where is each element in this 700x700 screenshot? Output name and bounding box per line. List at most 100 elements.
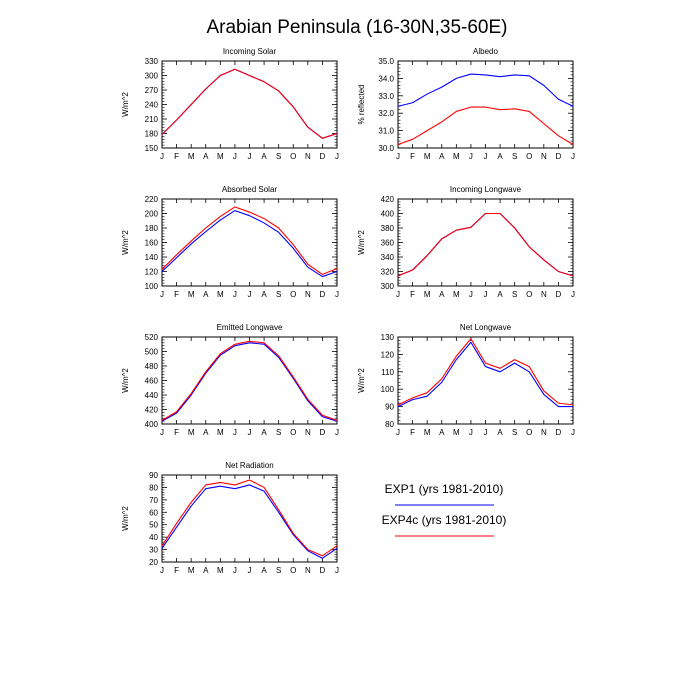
x-tick-label: N <box>541 152 547 161</box>
x-tick-label: J <box>160 152 164 161</box>
series-line-exp4c <box>161 340 338 421</box>
y-tick-label: 180 <box>145 224 159 233</box>
x-tick-label: J <box>335 428 339 437</box>
y-tick-label: 80 <box>149 483 158 492</box>
y-tick-label: 380 <box>381 224 395 233</box>
y-tick-label: 33.0 <box>378 92 394 101</box>
panel-title: Incoming Solar <box>223 47 277 56</box>
x-tick-label: S <box>276 290 281 299</box>
legend-label-exp4c: EXP4c (yrs 1981-2010) <box>382 513 507 527</box>
x-tick-label: N <box>305 152 311 161</box>
x-tick-label: S <box>276 428 281 437</box>
x-tick-label: J <box>484 290 488 299</box>
y-tick-label: 270 <box>145 86 159 95</box>
x-tick-label: O <box>290 290 296 299</box>
y-tick-label: 160 <box>145 239 159 248</box>
x-tick-label: J <box>233 152 237 161</box>
x-tick-label: J <box>396 428 400 437</box>
x-tick-label: N <box>541 428 547 437</box>
y-tick-label: 520 <box>145 333 159 342</box>
y-tick-label: 34.0 <box>378 74 394 83</box>
y-tick-label: 440 <box>145 391 159 400</box>
y-tick-label: 35.0 <box>378 57 394 66</box>
x-tick-label: A <box>203 428 209 437</box>
series-line-exp4c <box>161 479 338 557</box>
y-tick-label: 150 <box>145 144 159 153</box>
y-axis-label: W/m^2 <box>357 230 366 255</box>
x-tick-label: S <box>512 428 517 437</box>
y-tick-label: 30.0 <box>378 144 394 153</box>
y-tick-label: 90 <box>149 471 158 480</box>
x-tick-label: J <box>233 566 237 575</box>
x-tick-label: J <box>571 428 575 437</box>
x-tick-label: M <box>217 566 224 575</box>
x-tick-label: F <box>410 428 415 437</box>
y-tick-label: 100 <box>381 385 395 394</box>
x-tick-label: A <box>497 428 503 437</box>
panel-title: Net Radiation <box>225 461 273 470</box>
x-tick-label: M <box>453 152 460 161</box>
x-tick-label: D <box>556 152 562 161</box>
y-tick-label: 40 <box>149 533 158 542</box>
x-tick-label: D <box>556 290 562 299</box>
x-tick-label: J <box>469 428 473 437</box>
series-line-exp1 <box>397 341 573 408</box>
x-tick-label: J <box>571 290 575 299</box>
x-tick-label: J <box>469 152 473 161</box>
x-tick-label: S <box>512 152 517 161</box>
x-tick-label: D <box>320 428 326 437</box>
series-line-exp4c <box>161 68 338 139</box>
x-tick-label: A <box>261 428 267 437</box>
panel-title: Emitted Longwave <box>217 323 283 332</box>
y-tick-label: 460 <box>145 377 159 386</box>
y-tick-label: 400 <box>381 210 395 219</box>
y-tick-label: 60 <box>149 508 158 517</box>
x-tick-label: O <box>526 290 532 299</box>
x-tick-label: M <box>424 290 431 299</box>
x-tick-label: A <box>261 566 267 575</box>
panel-title: Absorbed Solar <box>222 185 277 194</box>
plot-frame <box>397 198 574 287</box>
y-axis-label: W/m^2 <box>121 368 130 393</box>
y-axis-label: W/m^2 <box>357 368 366 393</box>
plot-frame <box>161 336 338 425</box>
series-line-exp1 <box>161 210 338 278</box>
y-tick-label: 110 <box>381 368 394 377</box>
y-tick-label: 140 <box>145 253 159 262</box>
series-line-exp4c <box>397 338 574 406</box>
x-tick-label: A <box>203 152 209 161</box>
y-tick-label: 420 <box>381 195 395 204</box>
x-tick-label: J <box>248 428 252 437</box>
x-tick-label: J <box>484 152 488 161</box>
x-tick-label: M <box>217 428 224 437</box>
x-tick-label: D <box>320 290 326 299</box>
x-tick-label: A <box>261 290 267 299</box>
x-tick-label: F <box>174 152 179 161</box>
x-tick-label: S <box>512 290 517 299</box>
x-tick-label: O <box>290 566 296 575</box>
x-tick-label: A <box>203 290 209 299</box>
y-tick-label: 300 <box>145 72 159 81</box>
x-tick-label: M <box>188 152 195 161</box>
x-tick-label: J <box>248 290 252 299</box>
y-tick-label: 32.0 <box>378 109 394 118</box>
x-tick-label: J <box>484 428 488 437</box>
x-tick-label: J <box>571 152 575 161</box>
x-tick-label: J <box>233 428 237 437</box>
x-tick-label: F <box>174 428 179 437</box>
x-tick-label: J <box>248 152 252 161</box>
legend: EXP1 (yrs 1981-2010) EXP4c (yrs 1981-201… <box>382 482 507 537</box>
y-tick-label: 420 <box>145 406 159 415</box>
x-tick-label: A <box>439 428 445 437</box>
x-tick-label: J <box>160 290 164 299</box>
x-tick-label: A <box>203 566 209 575</box>
x-tick-label: O <box>526 152 532 161</box>
x-tick-label: N <box>305 566 311 575</box>
series-line-exp1 <box>397 73 574 107</box>
y-tick-label: 90 <box>385 403 394 412</box>
x-tick-label: F <box>174 290 179 299</box>
x-tick-label: J <box>160 566 164 575</box>
y-tick-label: 20 <box>149 558 158 567</box>
x-tick-label: F <box>174 566 179 575</box>
x-tick-label: J <box>396 290 400 299</box>
